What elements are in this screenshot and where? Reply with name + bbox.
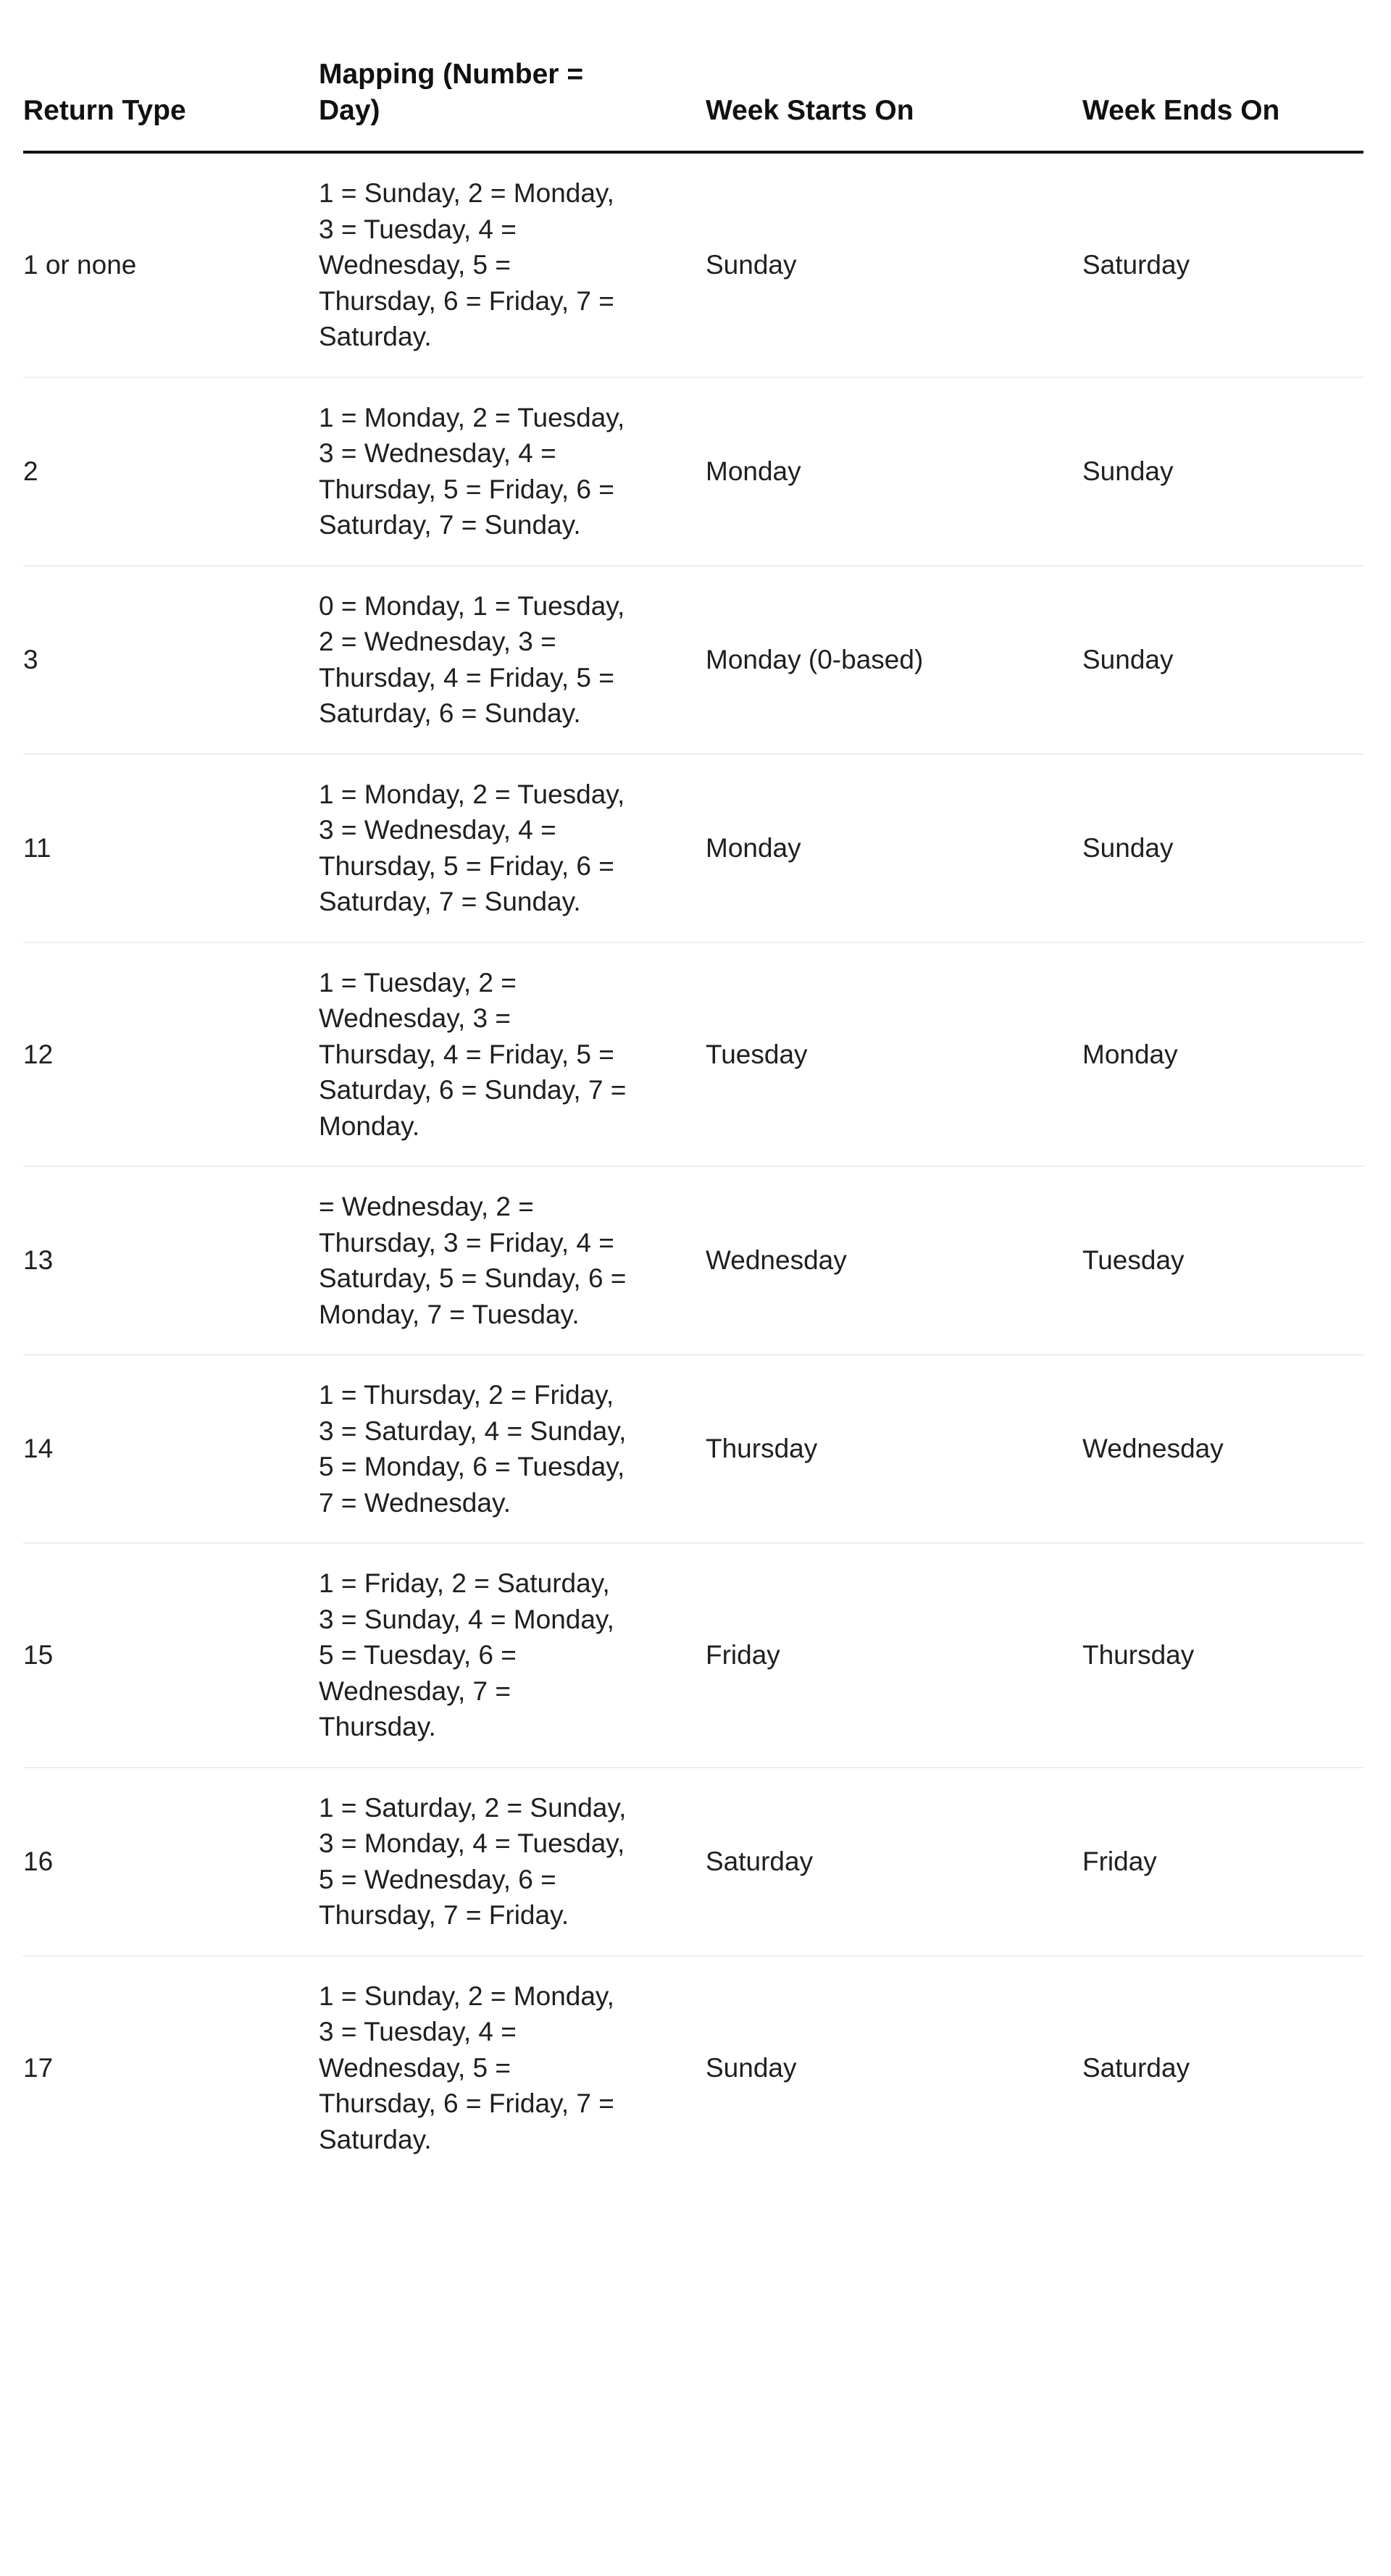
week-starts-cell-text: Monday [706,456,801,486]
week-starts-cell: Monday [706,753,1082,943]
week-starts-cell-text: Sunday [706,2052,797,2083]
week-starts-cell-text: Saturday [706,1846,814,1876]
return-type-cell: 2 [23,377,319,566]
mapping-cell-text: 1 = Saturday, 2 = Sunday, 3 = Monday, 4 … [319,1792,627,1931]
week-ends-cell: Saturday [1082,1956,1363,2180]
table-row: 12 1 = Tuesday, 2 = Wednesday, 3 = Thursd… [23,942,1363,1167]
mapping-cell-text: 1 = Thursday, 2 = Friday, 3 = Saturday, … [319,1380,627,1518]
week-starts-cell-text: Tuesday [706,1039,808,1069]
week-ends-cell-text: Sunday [1082,456,1174,486]
mapping-cell: 1 = Sunday, 2 = Monday, 3 = Tuesday, 4 =… [319,1956,706,2180]
mapping-cell-text: 1 = Sunday, 2 = Monday, 3 = Tuesday, 4 =… [319,178,614,351]
week-starts-cell: Sunday [706,1956,1082,2180]
mapping-cell: = Wednesday, 2 = Thursday, 3 = Friday, 4… [319,1166,706,1355]
header-week-ends: Week Ends On [1082,57,1363,154]
week-starts-cell: Wednesday [706,1166,1082,1355]
week-ends-cell: Wednesday [1082,1355,1363,1544]
week-starts-cell-text: Monday [706,832,801,863]
return-type-cell-text: 11 [23,832,51,863]
week-ends-cell: Sunday [1082,565,1363,755]
return-type-cell: 3 [23,565,319,755]
week-ends-cell-text: Wednesday [1082,1434,1224,1464]
week-starts-cell: Monday [706,377,1082,566]
header-week-starts: Week Starts On [706,57,1082,154]
week-ends-cell: Sunday [1082,377,1363,566]
mapping-cell: 1 = Saturday, 2 = Sunday, 3 = Monday, 4 … [319,1767,706,1957]
mapping-cell-text: 1 = Sunday, 2 = Monday, 3 = Tuesday, 4 =… [319,1981,614,2154]
mapping-cell-text: 1 = Monday, 2 = Tuesday, 3 = Wednesday, … [319,402,625,540]
return-type-cell: 15 [23,1543,319,1768]
week-starts-cell-text: Sunday [706,250,797,280]
table-row: 11 1 = Monday, 2 = Tuesday, 3 = Wednesday… [23,753,1363,943]
week-ends-cell: Thursday [1082,1543,1363,1768]
return-type-cell-text: 13 [23,1245,54,1276]
week-ends-cell-text: Monday [1082,1039,1178,1069]
return-type-cell-text: 17 [23,2052,54,2083]
return-type-cell-text: 2 [23,456,38,486]
return-type-cell-text: 3 [23,644,38,674]
header-row: Return Type Mapping (Number = Day) Week … [23,57,1363,154]
return-type-cell: 17 [23,1956,319,2180]
header-return-type: Return Type [23,57,319,154]
week-starts-cell-text: Friday [706,1640,780,1670]
week-ends-cell: Monday [1082,942,1363,1167]
week-starts-cell: Sunday [706,152,1082,378]
mapping-cell-text: 1 = Friday, 2 = Saturday, 3 = Sunday, 4 … [319,1568,614,1741]
return-type-cell-text: 16 [23,1846,54,1876]
week-ends-cell-text: Saturday [1082,2052,1190,2083]
table-row: 14 1 = Thursday, 2 = Friday, 3 = Saturday… [23,1355,1363,1544]
table-row: 15 1 = Friday, 2 = Saturday, 3 = Sunday, … [23,1543,1363,1768]
return-type-cell: 11 [23,753,319,943]
week-starts-cell-text: Monday (0-based) [706,644,924,674]
return-type-cell-text: 15 [23,1640,54,1670]
table-row: 2 1 = Monday, 2 = Tuesday, 3 = Wednesday,… [23,377,1363,566]
week-ends-cell-text: Sunday [1082,832,1174,863]
week-starts-cell: Saturday [706,1767,1082,1957]
return-type-cell: 13 [23,1166,319,1355]
table-row: 17 1 = Sunday, 2 = Monday, 3 = Tuesday, 4… [23,1956,1363,2180]
mapping-cell-text: = Wednesday, 2 = Thursday, 3 = Friday, 4… [319,1192,627,1329]
week-ends-cell: Friday [1082,1767,1363,1957]
week-starts-cell: Monday (0-based) [706,565,1082,755]
mapping-cell: 1 = Monday, 2 = Tuesday, 3 = Wednesday, … [319,753,706,943]
return-type-cell-text: 14 [23,1434,54,1464]
return-type-cell-text: 12 [23,1039,54,1069]
table-row: 1 or none 1 = Sunday, 2 = Monday, 3 = Tue… [23,152,1363,378]
week-starts-cell: Tuesday [706,942,1082,1167]
mapping-cell: 1 = Friday, 2 = Saturday, 3 = Sunday, 4 … [319,1543,706,1768]
return-type-cell: 1 or none [23,152,319,378]
mapping-cell-text: 1 = Monday, 2 = Tuesday, 3 = Wednesday, … [319,779,625,917]
table-row: 16 1 = Saturday, 2 = Sunday, 3 = Monday, … [23,1767,1363,1957]
mapping-cell: 0 = Monday, 1 = Tuesday, 2 = Wednesday, … [319,565,706,755]
return-type-cell: 14 [23,1355,319,1544]
return-type-table: Return Type Mapping (Number = Day) Week … [23,57,1363,2179]
header-mapping: Mapping (Number = Day) [319,57,706,154]
mapping-cell-text: 0 = Monday, 1 = Tuesday, 2 = Wednesday, … [319,590,625,729]
week-ends-cell: Saturday [1082,152,1363,378]
header-mapping-text: Mapping (Number = Day) [319,59,584,126]
week-ends-cell-text: Tuesday [1082,1245,1185,1276]
week-ends-cell-text: Thursday [1082,1640,1195,1670]
week-starts-cell-text: Wednesday [706,1245,847,1276]
week-starts-cell: Thursday [706,1355,1082,1544]
return-type-cell: 12 [23,942,319,1167]
week-starts-cell: Friday [706,1543,1082,1768]
week-starts-cell-text: Thursday [706,1434,818,1464]
mapping-cell: 1 = Thursday, 2 = Friday, 3 = Saturday, … [319,1355,706,1544]
mapping-cell: 1 = Sunday, 2 = Monday, 3 = Tuesday, 4 =… [319,152,706,378]
table-row: 13 = Wednesday, 2 = Thursday, 3 = Friday,… [23,1166,1363,1355]
mapping-cell-text: 1 = Tuesday, 2 = Wednesday, 3 = Thursday… [319,967,627,1141]
week-ends-cell: Tuesday [1082,1166,1363,1355]
table-row: 3 0 = Monday, 1 = Tuesday, 2 = Wednesday,… [23,565,1363,755]
week-ends-cell: Sunday [1082,753,1363,943]
return-type-cell: 16 [23,1767,319,1957]
week-ends-cell-text: Saturday [1082,250,1190,280]
return-type-cell-text: 1 or none [23,250,137,280]
week-ends-cell-text: Sunday [1082,644,1174,674]
mapping-cell: 1 = Monday, 2 = Tuesday, 3 = Wednesday, … [319,377,706,566]
mapping-cell: 1 = Tuesday, 2 = Wednesday, 3 = Thursday… [319,942,706,1167]
week-ends-cell-text: Friday [1082,1846,1157,1876]
